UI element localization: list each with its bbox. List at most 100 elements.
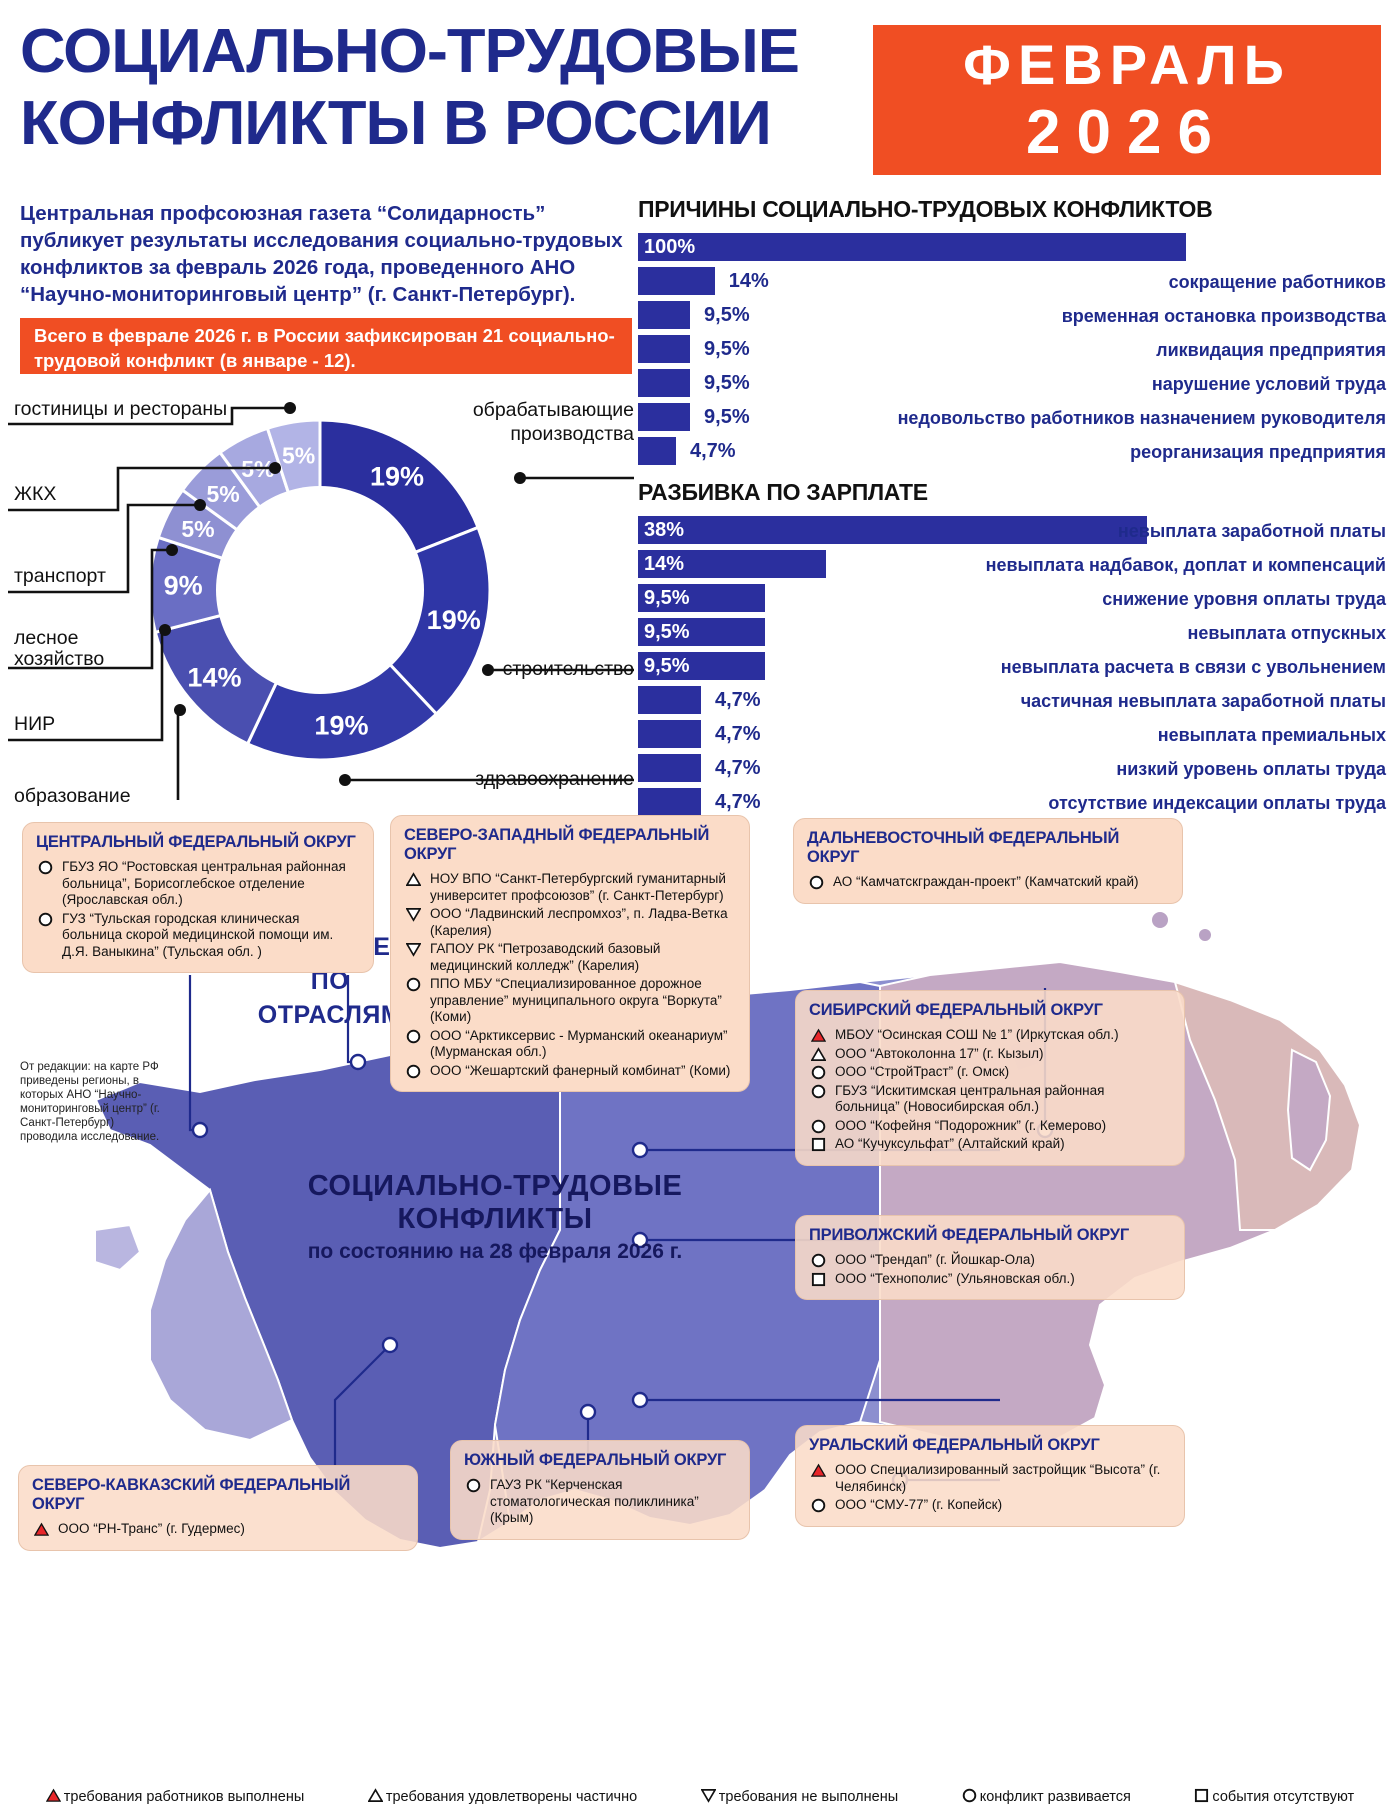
list-item[interactable]: ООО “Кофейня “Подорожник” (г. Кемерово) xyxy=(809,1118,1172,1135)
list-item[interactable]: ООО “СМУ-77” (г. Копейск) xyxy=(809,1497,1172,1514)
list-item[interactable]: ГАПОУ РК “Петрозаводский базовый медицин… xyxy=(404,941,737,974)
bar-row: 9,5% невыплата расчета в связи с увольнен… xyxy=(638,651,1390,682)
list-item[interactable]: ООО “Арктиксервис - Мурманский океанариу… xyxy=(404,1028,737,1061)
list-item[interactable]: ООО “РН-Транс” (г. Гудермес) xyxy=(32,1521,405,1538)
list-item[interactable]: ООО “Трендап” (г. Йошкар-Ола) xyxy=(809,1252,1172,1269)
bar-label: временная остановка производства xyxy=(1061,306,1386,326)
bar xyxy=(638,652,766,680)
bar xyxy=(638,335,691,363)
pie-label-hotels: гостиницы и рестораны xyxy=(14,398,228,420)
circle-marker-icon xyxy=(406,977,421,992)
list-item[interactable]: АО “Камчатскграждан-проект” (Камчатский … xyxy=(807,874,1170,891)
district-box-volga[interactable]: ПРИВОЛЖСКИЙ ФЕДЕРАЛЬНЫЙ ОКРУГ ООО “Тренда… xyxy=(795,1215,1185,1300)
map-legend: требования работников выполнены требовани… xyxy=(0,1782,1400,1812)
bar xyxy=(638,369,691,397)
district-list: ООО Специализированный застройщик “Высот… xyxy=(809,1462,1172,1514)
pie-label-manufacturing: обрабатывающие производства xyxy=(472,399,634,445)
bar-value: 14% xyxy=(644,553,685,575)
list-item[interactable]: ГАУЗ РК “Керченская стоматологическая по… xyxy=(464,1477,737,1527)
bar-row: 100% оплата труда xyxy=(638,232,1390,263)
pie-slice-value: 19% xyxy=(314,710,368,740)
bar xyxy=(638,788,701,816)
pie-label-forestry-text: лесное хозяйство xyxy=(14,627,105,670)
causes-chart: 100% оплата труда 14% сокращение работников… xyxy=(638,232,1390,467)
list-item[interactable]: МБОУ “Осинская СОШ № 1” (Иркутская обл.) xyxy=(809,1027,1172,1044)
bar-label: ликвидация предприятия xyxy=(1156,340,1386,360)
list-item[interactable]: ООО “Жешартский фанерный комбинат” (Коми… xyxy=(404,1063,737,1080)
pie-label-education: образование xyxy=(14,785,131,807)
list-item[interactable]: ООО “Ладвинский леспромхоз”, п. Ладва-Ве… xyxy=(404,906,737,939)
list-item[interactable]: ООО “Автоколонна 17” (г. Кызыл) xyxy=(809,1046,1172,1063)
bar xyxy=(638,516,1148,544)
page-header: СОЦИАЛЬНО-ТРУДОВЫЕ КОНФЛИКТЫ В РОССИИ ФЕ… xyxy=(0,0,1400,188)
bar-row: 9,5% недовольство работников назначением … xyxy=(638,402,1390,433)
tri-dn-marker-icon xyxy=(405,907,422,922)
bar xyxy=(638,550,826,578)
legend-label: конфликт развивается xyxy=(979,1789,1131,1805)
district-box-northwest[interactable]: СЕВЕРО-ЗАПАДНЫЙ ФЕДЕРАЛЬНЫЙ ОКРУГ НОУ ВПО… xyxy=(390,815,750,1092)
bar-value: 9,5% xyxy=(704,406,750,428)
district-box-south[interactable]: ЮЖНЫЙ ФЕДЕРАЛЬНЫЙ ОКРУГ ГАУЗ РК “Керченск… xyxy=(450,1440,750,1540)
tri-up-red-marker-icon xyxy=(810,1028,827,1042)
pie-label-utilities: ЖКХ xyxy=(14,483,57,505)
bar-label: невыплата премиальных xyxy=(1157,725,1386,745)
bar-row: 14% сокращение работников xyxy=(638,266,1390,297)
date-month: ФЕВРАЛЬ xyxy=(963,33,1291,96)
tri-up-red-marker-icon xyxy=(810,1463,827,1477)
bar-value: 14% xyxy=(728,270,769,292)
district-box-central[interactable]: ЦЕНТРАЛЬНЫЙ ФЕДЕРАЛЬНЫЙ ОКРУГ ГБУЗ ЯО “Ро… xyxy=(22,822,374,973)
bar-label: недовольство работников назначением руко… xyxy=(897,408,1386,428)
district-box-northcaucasus[interactable]: СЕВЕРО-КАВКАЗСКИЙ ФЕДЕРАЛЬНЫЙ ОКРУГ ООО “… xyxy=(18,1465,418,1551)
list-item[interactable]: НОУ ВПО “Санкт-Петербургский гуманитарны… xyxy=(404,871,737,904)
district-title: СЕВЕРО-ЗАПАДНЫЙ ФЕДЕРАЛЬНЫЙ ОКРУГ xyxy=(404,826,710,863)
pie-slice-value: 19% xyxy=(427,605,481,635)
circle-marker-icon xyxy=(809,875,824,890)
district-list: ООО “Трендап” (г. Йошкар-Ола) ООО “Техноп… xyxy=(809,1252,1172,1287)
salary-chart-title: РАЗБИВКА ПО ЗАРПЛАТЕ xyxy=(638,479,928,505)
legend-item: требования не выполнены xyxy=(700,1788,898,1807)
list-item[interactable]: ППО МБУ “Специализированное дорожное упр… xyxy=(404,976,737,1026)
bar-label: невыплата отпускных xyxy=(1187,623,1386,643)
bar xyxy=(638,403,691,431)
district-list: ГБУЗ ЯО “Ростовская центральная районная… xyxy=(36,859,361,960)
bar xyxy=(638,754,701,782)
bar-label: сокращение работников xyxy=(1168,272,1386,292)
date-badge: ФЕВРАЛЬ 2026 xyxy=(873,25,1381,175)
list-item[interactable]: ГБУЗ ЯО “Ростовская центральная районная… xyxy=(36,859,361,909)
circle-marker-icon xyxy=(38,860,53,875)
bar-row: 14% невыплата надбавок, доплат и компенса… xyxy=(638,549,1390,580)
bar-value: 38% xyxy=(644,519,685,541)
list-item[interactable]: ГУЗ “Тульская городская клиническая боль… xyxy=(36,911,361,961)
bar-label: невыплата заработной платы xyxy=(1117,521,1386,541)
legend-item: конфликт развивается xyxy=(962,1788,1131,1807)
bar-label: отсутствие индексации оплаты труда xyxy=(1048,793,1386,813)
pie-slice-value: 5% xyxy=(181,516,214,542)
pie-slice-value: 5% xyxy=(207,481,240,507)
pie-leader-lines xyxy=(8,402,634,800)
legend-label: события отсутствуют xyxy=(1212,1789,1355,1805)
district-title: УРАЛЬСКИЙ ФЕДЕРАЛЬНЫЙ ОКРУГ xyxy=(809,1436,1100,1454)
district-box-fareast[interactable]: ДАЛЬНЕВОСТОЧНЫЙ ФЕДЕРАЛЬНЫЙ ОКРУГ АО “Кам… xyxy=(793,818,1183,904)
bar xyxy=(638,233,1186,261)
list-item[interactable]: АО “Кучуксульфат” (Алтайский край) xyxy=(809,1136,1172,1153)
bar-value: 9,5% xyxy=(644,655,690,677)
pie-label-forestry: лесное хозяйство xyxy=(14,628,134,670)
legend-item: требования работников выполнены xyxy=(45,1788,304,1807)
pie-slice-value: 14% xyxy=(187,662,241,692)
russia-map-svg xyxy=(94,912,1362,1550)
bar-value: 9,5% xyxy=(644,621,690,643)
district-list: ГАУЗ РК “Керченская стоматологическая по… xyxy=(464,1477,737,1527)
list-item[interactable]: ООО “СтройТраст” (г. Омск) xyxy=(809,1064,1172,1081)
pie-label-transport: транспорт xyxy=(14,565,106,587)
bar-row: 9,5% невыплата отпускных xyxy=(638,617,1390,648)
district-box-siberian[interactable]: СИБИРСКИЙ ФЕДЕРАЛЬНЫЙ ОКРУГ МБОУ “Осинска… xyxy=(795,990,1185,1166)
pie-label-healthcare: здравоохранение xyxy=(475,768,634,790)
bar xyxy=(638,267,715,295)
bar-label: снижение уровня оплаты труда xyxy=(1102,589,1386,609)
list-item[interactable]: ООО Специализированный застройщик “Высот… xyxy=(809,1462,1172,1495)
bar-label: реорганизация предприятия xyxy=(1130,442,1386,462)
bar-label: частичная невыплата заработной платы xyxy=(1020,691,1386,711)
list-item[interactable]: ООО “Технополис” (Ульяновская обл.) xyxy=(809,1271,1172,1288)
list-item[interactable]: ГБУЗ “Искитимская центральная районная б… xyxy=(809,1083,1172,1116)
district-box-ural[interactable]: УРАЛЬСКИЙ ФЕДЕРАЛЬНЫЙ ОКРУГ ООО Специализ… xyxy=(795,1425,1185,1527)
